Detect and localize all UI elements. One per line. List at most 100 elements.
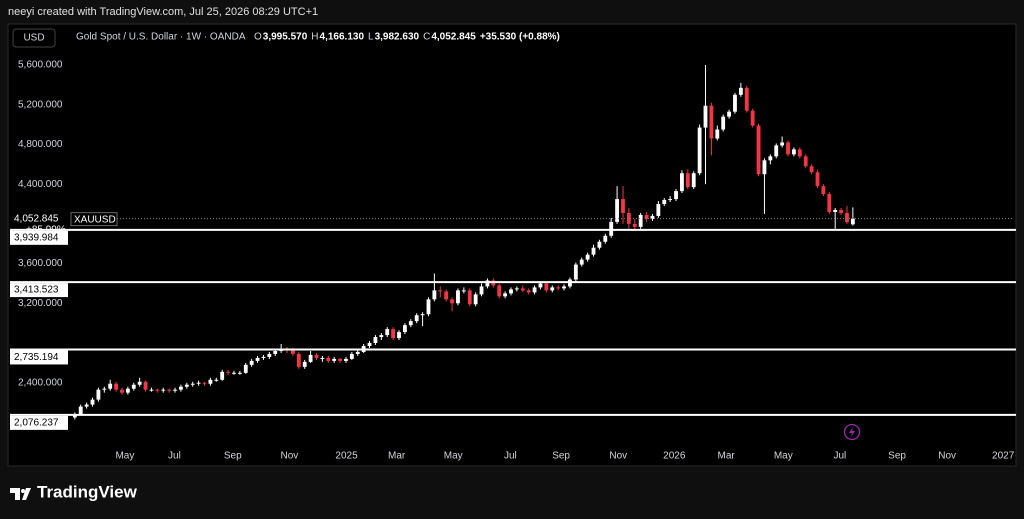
candle-body xyxy=(774,145,779,157)
candle-body xyxy=(102,388,107,390)
x-tick-label: 2025 xyxy=(335,451,358,462)
candle-body xyxy=(226,371,230,373)
candle-body xyxy=(473,294,478,305)
candle-body xyxy=(815,172,820,187)
brand: TradingView xyxy=(37,482,138,501)
ohlc-key: L xyxy=(368,32,374,43)
candle-body xyxy=(408,321,413,326)
candle-body xyxy=(532,287,537,293)
candle-body xyxy=(556,287,561,289)
candle-body xyxy=(621,199,625,213)
candle-body xyxy=(184,384,189,387)
y-tick-label: 4,400.000 xyxy=(18,179,63,190)
candle-body xyxy=(786,142,790,155)
candle-body xyxy=(827,194,832,212)
x-tick-label: Jul xyxy=(168,451,181,462)
x-tick-label: Mar xyxy=(388,451,406,462)
candle-body xyxy=(721,116,726,130)
ohlc-value: 4,166.130 xyxy=(320,32,365,43)
candle-body xyxy=(821,186,826,195)
candle-body xyxy=(125,388,130,393)
candle-body xyxy=(420,314,425,316)
candle-body xyxy=(243,364,248,373)
x-tick-label: Sep xyxy=(888,451,906,462)
candle-body xyxy=(402,325,407,333)
candle-body xyxy=(332,358,337,361)
candle-body xyxy=(750,110,755,126)
candle-body xyxy=(792,149,796,155)
level-label: 3,413.523 xyxy=(14,285,59,296)
candle-body xyxy=(650,215,655,219)
candle-body xyxy=(196,382,201,384)
candle-body xyxy=(738,87,743,95)
candle-body xyxy=(414,315,419,322)
candle-body xyxy=(326,357,331,361)
candle-body xyxy=(450,299,454,304)
candle-body xyxy=(296,353,301,367)
x-tick-label: Sep xyxy=(224,451,242,462)
candle-body xyxy=(544,283,549,291)
candle-body xyxy=(550,287,555,291)
candle-body xyxy=(668,199,673,201)
currency-box[interactable] xyxy=(12,28,56,48)
candle-body xyxy=(302,361,307,367)
level-box xyxy=(10,283,68,298)
candle-body xyxy=(514,288,519,290)
candle-body xyxy=(461,290,466,292)
symbol-box xyxy=(70,212,118,227)
chart-panel xyxy=(7,23,1017,467)
candle-body xyxy=(697,127,702,174)
y-tick-label: 5,600.000 xyxy=(18,60,63,71)
x-tick-label: May xyxy=(774,451,793,462)
candle-body xyxy=(744,87,749,111)
ohlc-change: +35.530 (+0.88%) xyxy=(480,32,560,43)
candle-body xyxy=(291,349,295,354)
candle-body xyxy=(845,212,849,223)
candle-body xyxy=(579,259,584,265)
candle-body xyxy=(232,372,236,374)
candle-body xyxy=(674,191,678,200)
candle-body xyxy=(190,383,195,385)
candle-body xyxy=(538,283,543,288)
candle-body xyxy=(72,414,77,418)
x-tick-label: May xyxy=(444,451,463,462)
candle-body xyxy=(780,142,785,146)
candle-body xyxy=(237,372,242,374)
candle-body xyxy=(167,389,172,391)
candle-body xyxy=(591,247,596,255)
candle-body xyxy=(839,209,843,213)
candle-body xyxy=(202,382,207,384)
candle-body xyxy=(768,156,773,161)
x-tick-label: Nov xyxy=(938,451,956,462)
x-tick-label: May xyxy=(115,451,134,462)
candle-body xyxy=(585,254,590,260)
candle-body xyxy=(432,290,437,300)
candle-body xyxy=(497,285,502,297)
candle-body xyxy=(603,235,608,242)
ohlc-key: O xyxy=(254,32,262,43)
candle-body xyxy=(503,293,508,297)
x-tick-label: 2026 xyxy=(663,451,686,462)
x-tick-label: Jul xyxy=(833,451,846,462)
candle-body xyxy=(255,357,260,361)
lightning-icon[interactable] xyxy=(843,423,861,441)
candle-body xyxy=(344,358,348,361)
candle-body xyxy=(367,343,372,346)
candle-body xyxy=(108,383,113,389)
y-tick-label: 3,600.000 xyxy=(18,258,63,269)
candle-body xyxy=(438,290,443,292)
candle-body xyxy=(261,356,266,358)
candle-body xyxy=(338,358,342,361)
candle-body xyxy=(373,337,378,344)
y-tick-label: 5,200.000 xyxy=(18,99,63,110)
candle-body xyxy=(320,357,325,359)
candle-body xyxy=(662,200,667,205)
candle-body xyxy=(733,94,737,112)
candle-body xyxy=(509,289,513,294)
candle-body xyxy=(120,389,124,393)
x-tick-label: Mar xyxy=(718,451,736,462)
x-tick-label: 2027 xyxy=(992,451,1015,462)
candle-body xyxy=(479,286,484,295)
candle-body xyxy=(685,173,690,188)
